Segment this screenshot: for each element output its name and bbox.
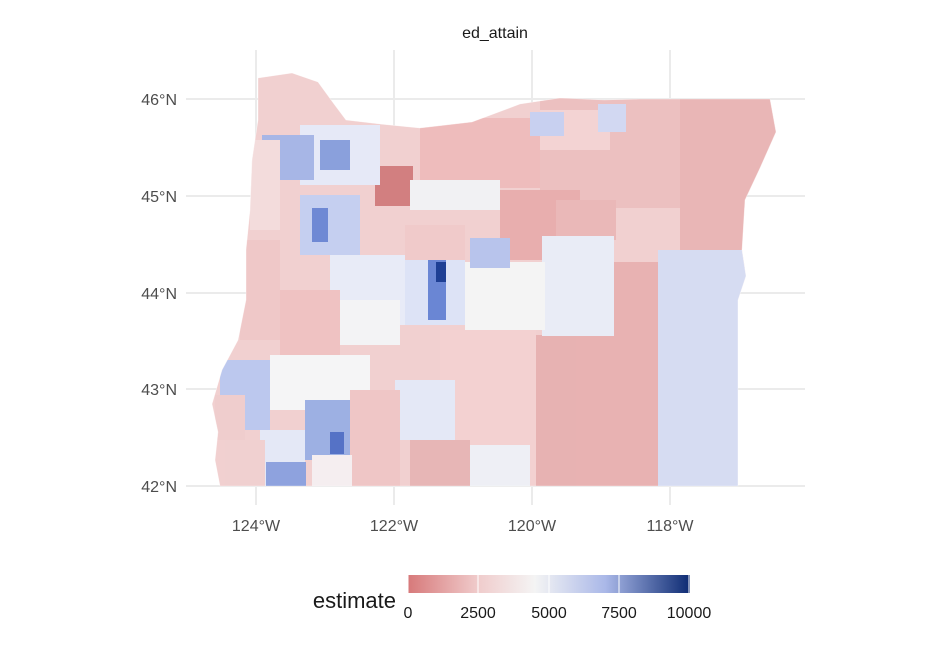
x-tick-label: 122°W [370,518,419,535]
y-tick-label: 46°N [141,92,177,109]
x-tick-label: 118°W [646,518,694,535]
region-wasco-blue [470,238,510,268]
y-tick-label: 45°N [141,189,177,206]
region-coast-north [250,140,280,230]
region-lane [280,290,340,360]
oregon-map [212,73,776,486]
region-harney-east [658,250,748,486]
region-deschutes-east [465,262,545,330]
region-klamath-blue [395,380,455,440]
oregon-outline [211,72,777,487]
legend-title: estimate [313,588,396,613]
region-wheeler [556,200,616,240]
region-salem [300,195,360,255]
region-medford [312,455,352,486]
region-klamath-south [410,440,470,486]
legend-tick-label: 7500 [601,605,637,622]
legend-tick-label: 5000 [531,605,567,622]
legend-ticks [407,575,690,593]
region-jackson-east [350,390,400,486]
region-crook [542,236,614,336]
legend-tick-label: 10000 [667,605,712,622]
y-tick-label: 44°N [141,286,177,303]
region-bend-center [436,262,446,282]
x-tick-label: 120°W [508,518,557,535]
region-north-central [420,118,540,188]
region-lane-east [340,300,400,345]
region-umatilla-blue [598,104,626,132]
x-tick-label: 124°W [232,518,281,535]
region-curry [225,440,265,486]
region-salem-core [312,208,328,242]
region-northeast [680,98,776,268]
region-south-central [536,335,576,486]
region-gilliam [410,180,500,210]
legend: estimate 0 2500 5000 7500 10000 [313,575,712,622]
y-tick-label: 42°N [141,479,177,496]
region-metro-core [320,140,350,170]
region-southwest-blue [266,462,306,486]
facet-title: ed_attain [462,25,528,42]
region-morrow-blue [530,112,564,136]
legend-tick-label: 0 [404,605,413,622]
region-jackson-core [330,432,344,454]
legend-tick-labels: 0 2500 5000 7500 10000 [404,605,712,622]
y-axis-labels: 46°N 45°N 44°N 43°N 42°N [141,92,177,496]
region-hood-dark [375,166,413,206]
region-coast-south [215,395,245,440]
region-coast-mid [240,240,280,340]
region-jefferson [405,225,465,260]
y-tick-label: 43°N [141,382,177,399]
x-axis-labels: 124°W 122°W 120°W 118°W [232,518,695,535]
region-lakeview-white [470,445,530,486]
legend-tick-label: 2500 [460,605,496,622]
